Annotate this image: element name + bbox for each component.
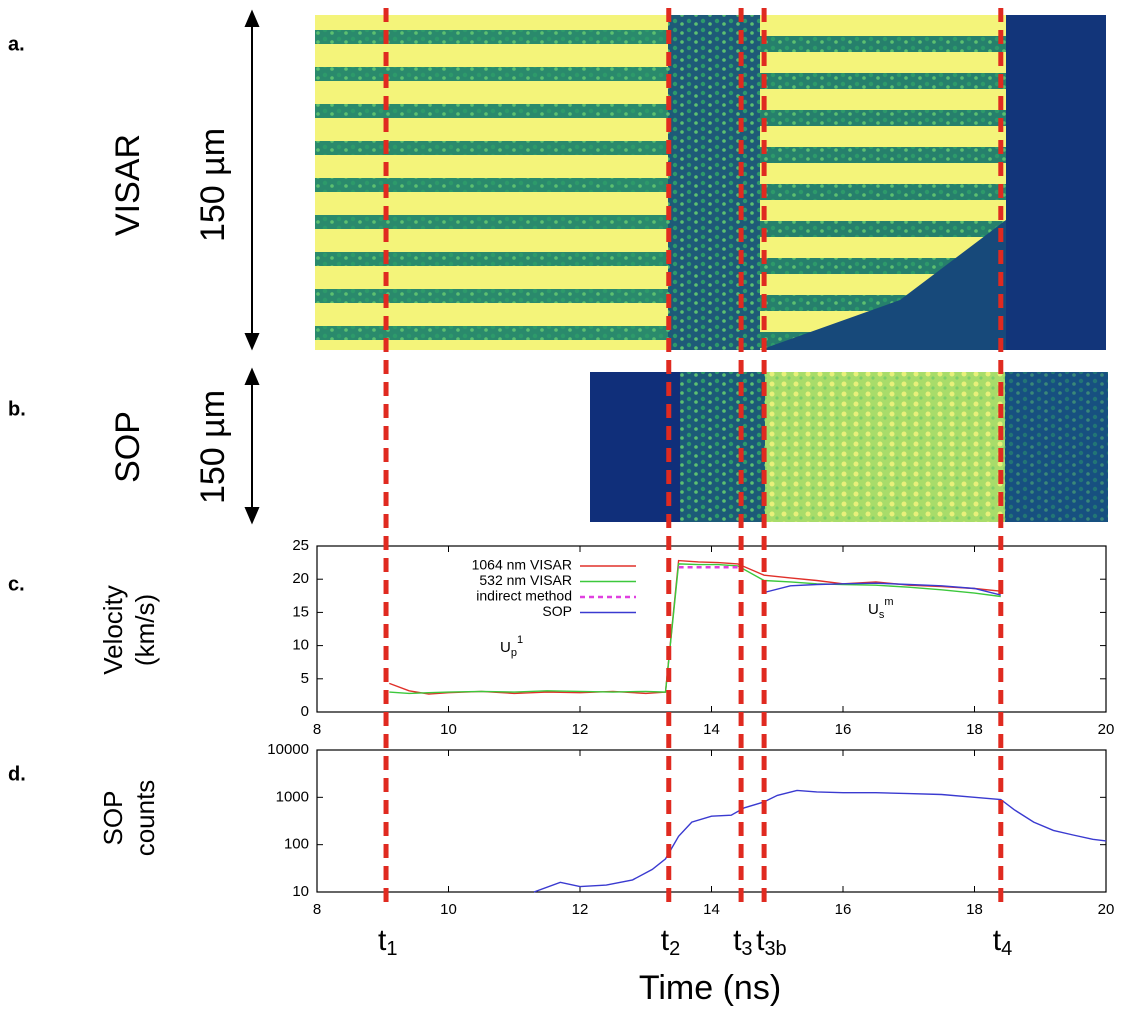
x-tick-label: 20 — [1098, 721, 1115, 738]
marker-sub: 4 — [1001, 938, 1012, 960]
image-region — [760, 220, 1006, 350]
y-axis-title: (km/s) — [130, 594, 160, 666]
y-tick-label: 10 — [292, 637, 309, 654]
x-axis-title: Time (ns) — [639, 969, 781, 1007]
marker-text: t — [378, 924, 387, 957]
panel-ylabel: SOP — [109, 411, 147, 483]
y-tick-label: 100 — [284, 836, 309, 853]
x-tick-label: 14 — [703, 901, 720, 918]
panel-label: c. — [8, 573, 25, 595]
y-axis-title: Velocity — [98, 585, 128, 675]
y-axis-title: SOP — [98, 791, 128, 846]
legend-label: 1064 nm VISAR — [472, 557, 572, 573]
arrow-head — [244, 333, 260, 351]
x-tick-label: 12 — [572, 721, 589, 738]
annotation-text: U — [868, 601, 879, 618]
marker-sub: 3 — [741, 938, 752, 960]
marker-text: t — [756, 924, 765, 957]
annotation-sub: p — [511, 647, 517, 659]
y-tick-label: 10 — [292, 883, 309, 900]
arrow-head — [244, 9, 260, 27]
y-tick-label: 20 — [292, 570, 309, 587]
scale-label: 150 µm — [194, 390, 232, 504]
x-tick-label: 14 — [703, 721, 720, 738]
fringe — [315, 141, 668, 155]
annotation-sup: 1 — [517, 634, 523, 646]
image-region — [765, 372, 1005, 522]
marker-label: t3b — [756, 924, 787, 960]
annotation-text: U — [500, 639, 511, 656]
fringe — [760, 36, 1006, 52]
marker-sub: 2 — [669, 938, 680, 960]
y-tick-label: 15 — [292, 603, 309, 620]
arrow-head — [244, 507, 260, 525]
legend-label: SOP — [542, 603, 572, 619]
fringe — [315, 30, 668, 44]
sop-image — [590, 372, 1108, 522]
panel-ylabel: VISAR — [109, 134, 147, 236]
image-region — [668, 15, 760, 350]
x-tick-label: 10 — [440, 721, 457, 738]
annotation: Usm — [868, 596, 894, 621]
plot-frame — [316, 749, 1107, 893]
fringe — [760, 73, 1006, 89]
x-tick-label: 20 — [1098, 901, 1115, 918]
legend-label: indirect method — [476, 588, 572, 604]
panel-label: d. — [8, 763, 26, 785]
y-axis-title: counts — [130, 780, 160, 857]
fringe — [315, 178, 668, 192]
fringe — [315, 252, 668, 266]
fringe — [315, 104, 668, 118]
marker-sub: 1 — [386, 938, 397, 960]
x-tick-label: 18 — [966, 901, 983, 918]
marker-label: t3 — [733, 924, 752, 960]
marker-text: t — [661, 924, 670, 957]
marker-label: t1 — [378, 924, 397, 960]
scale-arrows — [244, 9, 260, 525]
arrow-head — [244, 367, 260, 385]
image-region — [680, 372, 765, 522]
marker-label: t2 — [661, 924, 680, 960]
fringe — [315, 215, 668, 229]
panel-label: a. — [8, 33, 25, 55]
fringe — [315, 289, 668, 303]
annotation: Up1 — [500, 634, 523, 659]
series-line — [389, 563, 1001, 695]
plot-frame — [316, 545, 1107, 713]
x-tick-label: 16 — [835, 901, 852, 918]
annotation-sub: s — [879, 609, 885, 621]
panel-label: b. — [8, 398, 26, 420]
x-tick-label: 16 — [835, 721, 852, 738]
fringe — [760, 184, 1006, 200]
marker-text: t — [733, 924, 742, 957]
series-line — [533, 789, 1107, 893]
marker-sub: 3b — [764, 938, 786, 960]
annotation-sup: m — [884, 596, 893, 608]
fringe — [315, 326, 668, 340]
fringe — [760, 221, 1006, 237]
image-region — [1006, 15, 1106, 350]
marker-label: t4 — [993, 924, 1012, 960]
image-region — [1005, 372, 1108, 522]
visar-image — [315, 15, 1106, 350]
x-tick-label: 10 — [440, 901, 457, 918]
fringe — [760, 147, 1006, 163]
y-tick-label: 1000 — [276, 788, 309, 805]
y-tick-label: 5 — [301, 670, 309, 687]
y-tick-label: 25 — [292, 537, 309, 554]
x-tick-label: 8 — [313, 721, 321, 738]
series-line — [763, 582, 1001, 596]
legend-label: 532 nm VISAR — [479, 572, 572, 588]
fringe — [760, 110, 1006, 126]
x-tick-label: 12 — [572, 901, 589, 918]
marker-text: t — [993, 924, 1002, 957]
x-tick-label: 18 — [966, 721, 983, 738]
y-tick-label: 10000 — [267, 741, 309, 758]
scale-label: 150 µm — [194, 128, 232, 242]
x-tick-label: 8 — [313, 901, 321, 918]
fringe — [315, 67, 668, 81]
y-tick-label: 0 — [301, 703, 309, 720]
